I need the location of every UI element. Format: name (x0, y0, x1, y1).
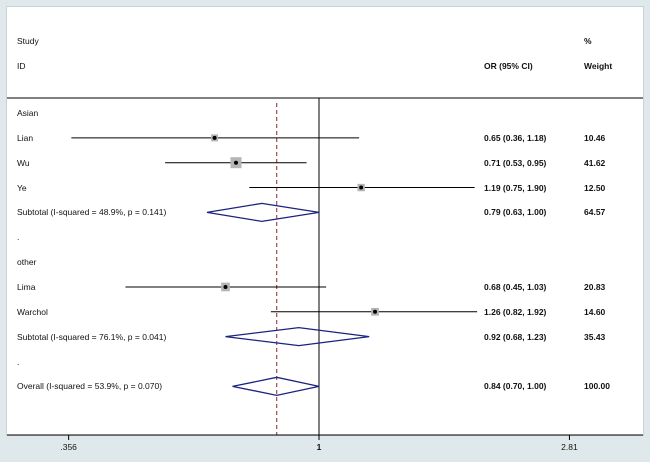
row-label: Subtotal (I-squared = 76.1%, p = 0.041) (17, 331, 167, 342)
or-ci-value: 0.68 (0.45, 1.03) (484, 281, 547, 292)
overall-diamond (232, 376, 320, 397)
study-header: Study (17, 36, 39, 46)
study-point (223, 284, 228, 289)
or-ci-value: 0.65 (0.36, 1.18) (484, 132, 547, 143)
weight-value: 20.83 (584, 281, 606, 292)
row-label: Lima (17, 281, 36, 292)
or-ci-header: OR (95% CI) (484, 61, 533, 71)
or-ci-value: 0.84 (0.70, 1.00) (484, 381, 547, 392)
or-ci-value: 1.19 (0.75, 1.90) (484, 182, 547, 193)
study-point (233, 160, 238, 165)
subtotal-diamond (225, 326, 370, 347)
row-label: Ye (17, 182, 27, 193)
subtotal-diamond (206, 202, 320, 223)
row-label: Subtotal (I-squared = 48.9%, p = 0.141) (17, 207, 167, 218)
weight-header: Weight (584, 61, 613, 71)
or-ci-value: 0.71 (0.53, 0.95) (484, 157, 547, 168)
weight-value: 100.00 (584, 381, 610, 392)
study-point (373, 309, 378, 314)
weight-value: 41.62 (584, 157, 606, 168)
weight-value: 10.46 (584, 132, 606, 143)
row-label: Wu (17, 157, 30, 168)
row-label: Overall (I-squared = 53.9%, p = 0.070) (17, 381, 163, 392)
row-label: other (17, 257, 37, 268)
forest-plot-panel: Study ID OR (95% CI) % Weight .356 1 2.81 A… (6, 6, 644, 452)
row-label: Lian (17, 132, 34, 143)
study-point (359, 185, 364, 190)
forest-plot-svg (7, 97, 643, 440)
id-header: ID (17, 61, 26, 71)
x-tick-label: 1 (316, 442, 322, 452)
percent-header: % (584, 36, 592, 46)
weight-value: 64.57 (584, 207, 606, 218)
row-label: . (17, 232, 20, 243)
or-ci-value: 0.92 (0.68, 1.23) (484, 331, 547, 342)
weight-value: 14.60 (584, 306, 606, 317)
row-label: Asian (17, 108, 39, 118)
x-tick-label: .356 (60, 442, 77, 452)
x-tick-label: 2.81 (561, 442, 578, 452)
row-label: Warchol (17, 306, 48, 317)
row-label: . (17, 356, 20, 367)
weight-value: 12.50 (584, 182, 606, 193)
or-ci-value: 0.79 (0.63, 1.00) (484, 207, 547, 218)
or-ci-value: 1.26 (0.82, 1.92) (484, 306, 547, 317)
study-point (212, 135, 217, 140)
weight-value: 35.43 (584, 331, 606, 342)
